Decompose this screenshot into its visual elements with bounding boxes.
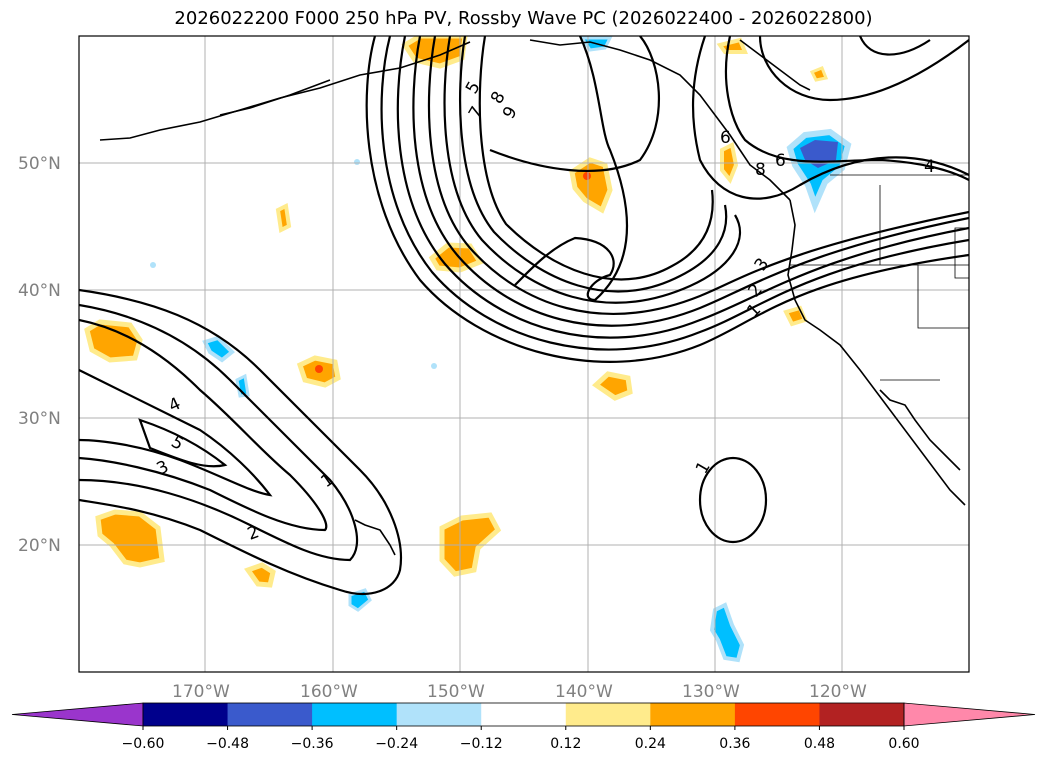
colorbar-tick-label: −0.12 <box>460 736 503 752</box>
pv-positive-blob <box>244 562 276 588</box>
colorbar-tick-label: 0.12 <box>550 736 581 752</box>
lat-label: 40°N <box>18 281 61 301</box>
colorbar-border <box>142 702 905 727</box>
colorbar: −0.60 −0.48 −0.36 −0.24 −0.12 0.12 0.24 0.36 0.4… <box>11 702 1036 752</box>
pv-positive-blob <box>84 319 143 363</box>
colorbar-segment <box>396 703 482 726</box>
colorbar-tick-label: 0.36 <box>719 736 750 752</box>
pv-negative-blob <box>709 602 745 663</box>
coastlines <box>99 39 966 556</box>
latitude-labels: 50°N 40°N 30°N 20°N <box>18 154 61 556</box>
colorbar-tick-label: −0.60 <box>122 736 165 752</box>
contour-label: 8 <box>755 160 766 180</box>
pv-core <box>315 365 323 373</box>
pv-negative-dot <box>354 159 360 165</box>
colorbar-tick-label: 0.24 <box>635 736 666 752</box>
colorbar-tick-label: −0.36 <box>291 736 334 752</box>
colorbar-segment <box>312 703 398 726</box>
pv-positive-blob <box>95 509 165 568</box>
colorbar-extend-max <box>903 702 1036 727</box>
longitude-labels: 170°W 160°W 150°W 140°W 130°W 120°W <box>172 682 867 702</box>
pv-negative-dot <box>150 262 156 268</box>
pv-contours <box>79 36 969 595</box>
colorbar-tick-label: −0.24 <box>375 736 418 752</box>
colorbar-extend-min <box>11 702 144 727</box>
lon-label: 140°W <box>555 682 613 702</box>
colorbar-tick-label: 0.60 <box>888 736 919 752</box>
pv-negative-dot <box>431 363 437 369</box>
colorbar-segment <box>227 703 313 726</box>
lon-label: 160°W <box>300 682 358 702</box>
pv-core <box>583 172 591 180</box>
pv-positive-blob <box>809 66 829 82</box>
gridlines <box>79 36 969 672</box>
colorbar-segment <box>565 703 651 726</box>
colorbar-segment <box>143 703 229 726</box>
pv-positive-blob <box>716 37 748 54</box>
chart-title: 2026022200 F000 250 hPa PV, Rossby Wave … <box>174 8 873 29</box>
colorbar-segment <box>819 703 905 726</box>
pv-negative-blob <box>202 335 235 363</box>
pv-positive-blob <box>275 202 292 234</box>
colorbar-segment <box>650 703 736 726</box>
colorbar-segment <box>734 703 820 726</box>
colorbar-tick-label: −0.48 <box>206 736 249 752</box>
contour-label: 4 <box>924 157 935 177</box>
lat-label: 20°N <box>18 536 61 556</box>
lon-label: 130°W <box>682 682 740 702</box>
contour-label: 6 <box>775 151 786 171</box>
contour-label: 6 <box>720 128 731 148</box>
colorbar-segment <box>481 703 567 726</box>
borders <box>790 174 969 381</box>
pv-positive-blob <box>591 371 633 401</box>
colorbar-tick-label: 0.48 <box>804 736 835 752</box>
lat-label: 50°N <box>18 154 61 174</box>
lat-label: 30°N <box>18 409 61 429</box>
lon-label: 150°W <box>427 682 485 702</box>
plot-frame <box>78 35 970 673</box>
pv-positive-blob <box>569 157 613 214</box>
lon-label: 170°W <box>172 682 230 702</box>
lon-label: 120°W <box>809 682 867 702</box>
